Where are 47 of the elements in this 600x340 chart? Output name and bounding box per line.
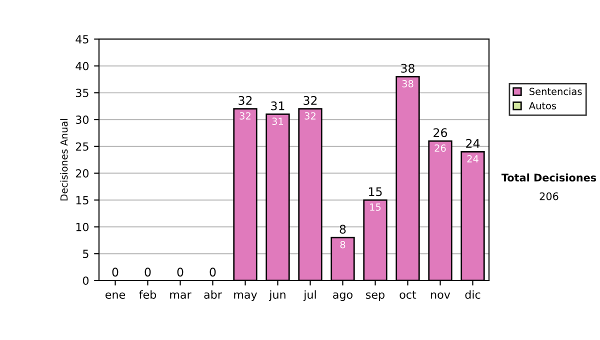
- legend-label: Sentencias: [530, 88, 582, 96]
- x-tick-label: mar: [170, 292, 192, 299]
- data-label: 26: [434, 144, 446, 152]
- total-label: 0: [210, 268, 216, 277]
- total-label: 15: [369, 187, 382, 196]
- data-label: 32: [304, 112, 316, 120]
- x-tick-label: ago: [333, 292, 352, 301]
- text: 206: [540, 192, 558, 200]
- x-tick-label: jul: [303, 290, 316, 301]
- text: Total Decisiones: [501, 173, 596, 182]
- data-label: 24: [467, 155, 478, 162]
- x-tick-label: jun: [268, 290, 286, 301]
- x-tick-label: oct: [400, 290, 416, 299]
- x-tick-label: dic: [465, 290, 480, 299]
- y-tick-label: 15: [76, 196, 88, 204]
- y-tick-label: 40: [76, 62, 89, 70]
- x-tick-label: ene: [106, 292, 126, 299]
- y-tick-label: 20: [76, 169, 89, 178]
- data-label: 38: [402, 80, 414, 88]
- total-label: 32: [238, 96, 252, 105]
- data-label: 8: [340, 240, 346, 248]
- total-label: 0: [144, 268, 151, 277]
- total-label: 26: [434, 128, 448, 138]
- x-tick-label: may: [234, 292, 258, 301]
- total-label: 0: [112, 268, 118, 277]
- legend-label: Autos: [528, 102, 556, 110]
- y-tick-label: 35: [76, 88, 88, 98]
- y-tick-label: 30: [76, 116, 89, 124]
- total-label: 24: [466, 138, 480, 148]
- y-tick-label: 25: [76, 142, 88, 151]
- data-label: 32: [240, 112, 250, 120]
- y-tick-label: 5: [83, 250, 88, 258]
- total-label: 38: [401, 64, 414, 73]
- data-label: 15: [370, 204, 381, 211]
- total-label: 31: [271, 101, 284, 110]
- x-tick-label: sep: [366, 292, 384, 301]
- y-axis-title: Decisiones Anual: [60, 119, 68, 200]
- y-tick-label: 45: [76, 35, 88, 44]
- y-tick-label: 10: [76, 222, 89, 232]
- total-label: 32: [304, 96, 317, 105]
- x-tick-label: feb: [139, 290, 156, 299]
- total-label: 0: [177, 268, 184, 277]
- x-tick-label: nov: [431, 292, 450, 299]
- total-label: 8: [340, 224, 346, 234]
- data-label: 31: [272, 118, 284, 125]
- x-tick-label: abr: [204, 290, 222, 299]
- y-tick-label: 0: [82, 276, 89, 285]
